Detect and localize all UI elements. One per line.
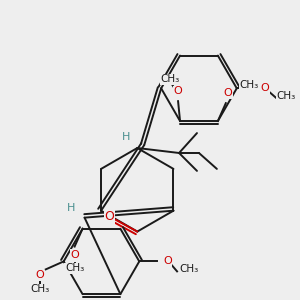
Text: O: O <box>261 83 269 93</box>
Text: CH₃: CH₃ <box>240 80 259 90</box>
Text: CH₃: CH₃ <box>160 74 180 84</box>
Text: O: O <box>35 270 44 280</box>
Text: H: H <box>122 132 130 142</box>
Text: H: H <box>66 203 75 213</box>
Text: O: O <box>174 86 182 96</box>
Text: CH₃: CH₃ <box>277 91 296 101</box>
Text: O: O <box>163 256 172 266</box>
Text: CH₃: CH₃ <box>65 263 84 274</box>
Text: CH₃: CH₃ <box>179 264 198 274</box>
Text: O: O <box>70 250 79 260</box>
Text: O: O <box>104 210 114 223</box>
Text: CH₃: CH₃ <box>30 284 50 294</box>
Text: O: O <box>224 88 232 98</box>
